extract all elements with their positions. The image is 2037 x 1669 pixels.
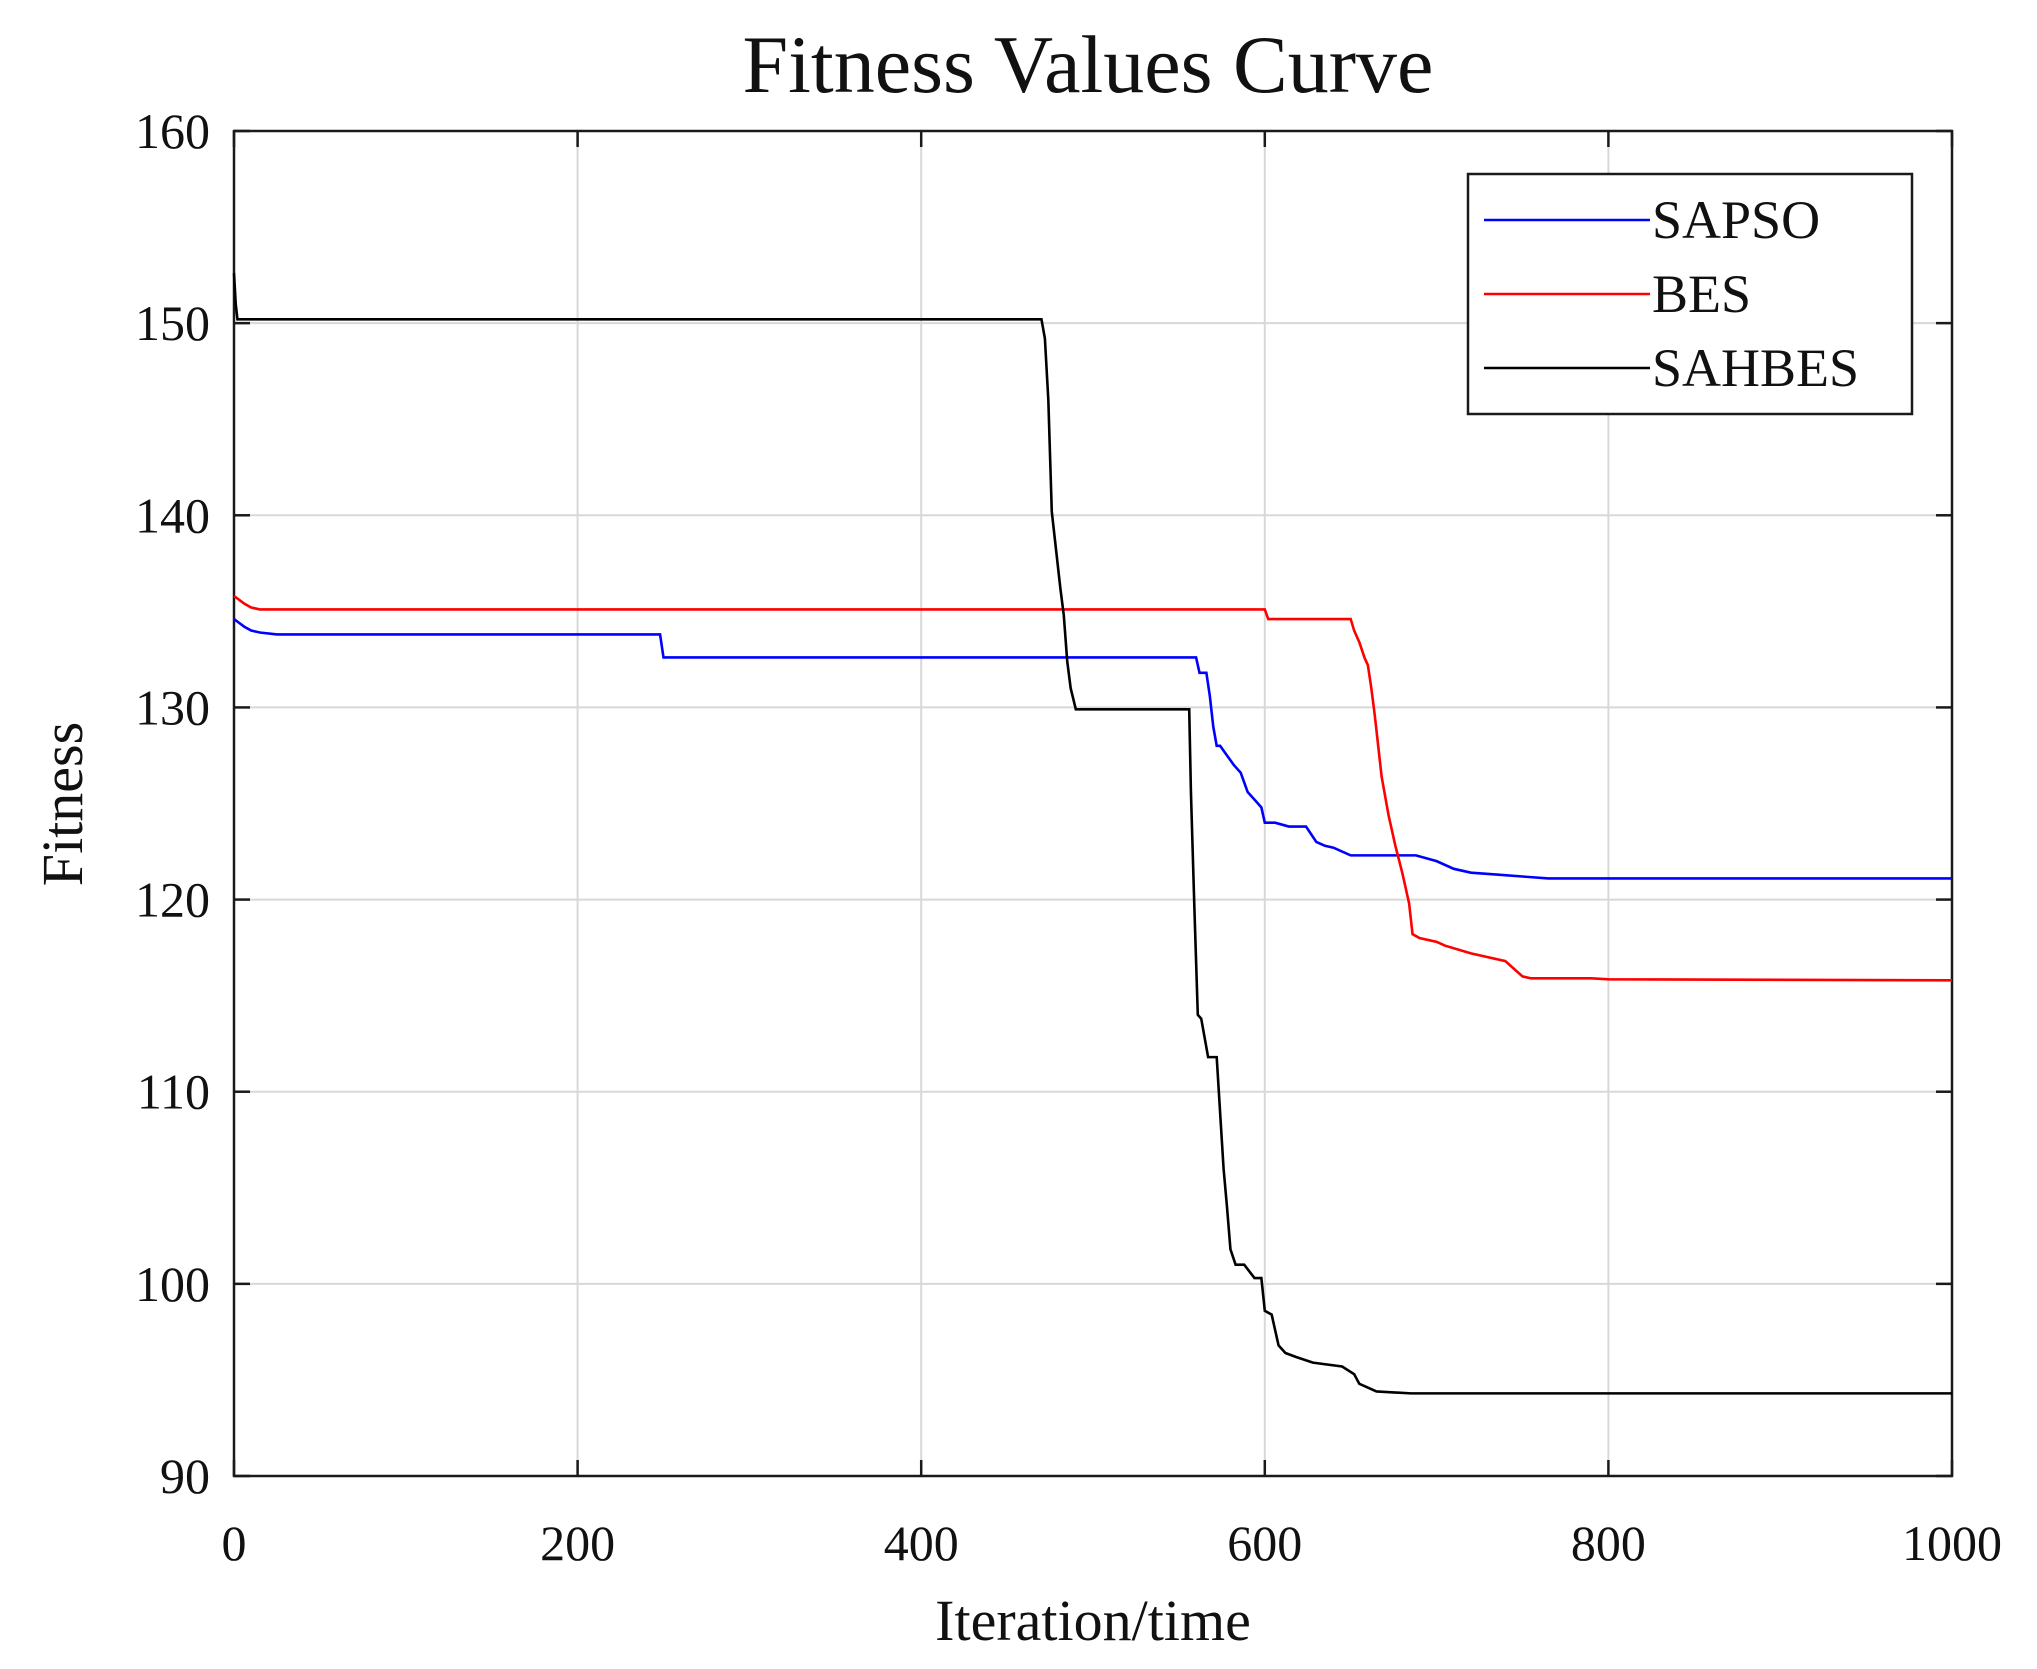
x-tick-label: 600 — [1227, 1515, 1302, 1571]
legend-label-bes: BES — [1652, 264, 1751, 324]
legend: SAPSO BES SAHBES — [1466, 172, 1914, 416]
x-tick-label: 0 — [222, 1515, 247, 1571]
legend-label-sapso: SAPSO — [1652, 190, 1820, 250]
y-axis-tick-labels: 90 100 110 120 130 140 150 160 — [135, 103, 210, 1504]
y-axis-label: Fitness — [30, 722, 95, 886]
plot-frame — [232, 129, 1954, 1478]
y-tick-label: 90 — [160, 1448, 210, 1504]
y-tick-label: 160 — [135, 103, 210, 159]
y-tick-label: 100 — [135, 1256, 210, 1312]
y-tick-label: 150 — [135, 295, 210, 351]
x-tick-label: 800 — [1571, 1515, 1646, 1571]
x-axis-label: Iteration/time — [935, 1588, 1251, 1653]
y-tick-label: 120 — [135, 872, 210, 928]
series-line-sahbes — [232, 273, 1952, 1395]
y-tick-label: 130 — [135, 679, 210, 735]
legend-label-sahbes: SAHBES — [1652, 338, 1859, 398]
axis-ticks — [232, 129, 1954, 1478]
x-axis-tick-labels: 0 200 400 600 800 1000 — [222, 1515, 2003, 1571]
y-tick-label: 140 — [135, 487, 210, 543]
x-tick-label: 400 — [884, 1515, 959, 1571]
series-line-sapso — [233, 617, 1952, 880]
x-tick-label: 200 — [540, 1515, 615, 1571]
chart-title: Fitness Values Curve — [743, 19, 1434, 110]
series-lines — [232, 273, 1953, 1395]
x-tick-label: 1000 — [1902, 1515, 2002, 1571]
y-tick-label: 110 — [137, 1064, 210, 1120]
series-line-bes — [233, 594, 1953, 982]
